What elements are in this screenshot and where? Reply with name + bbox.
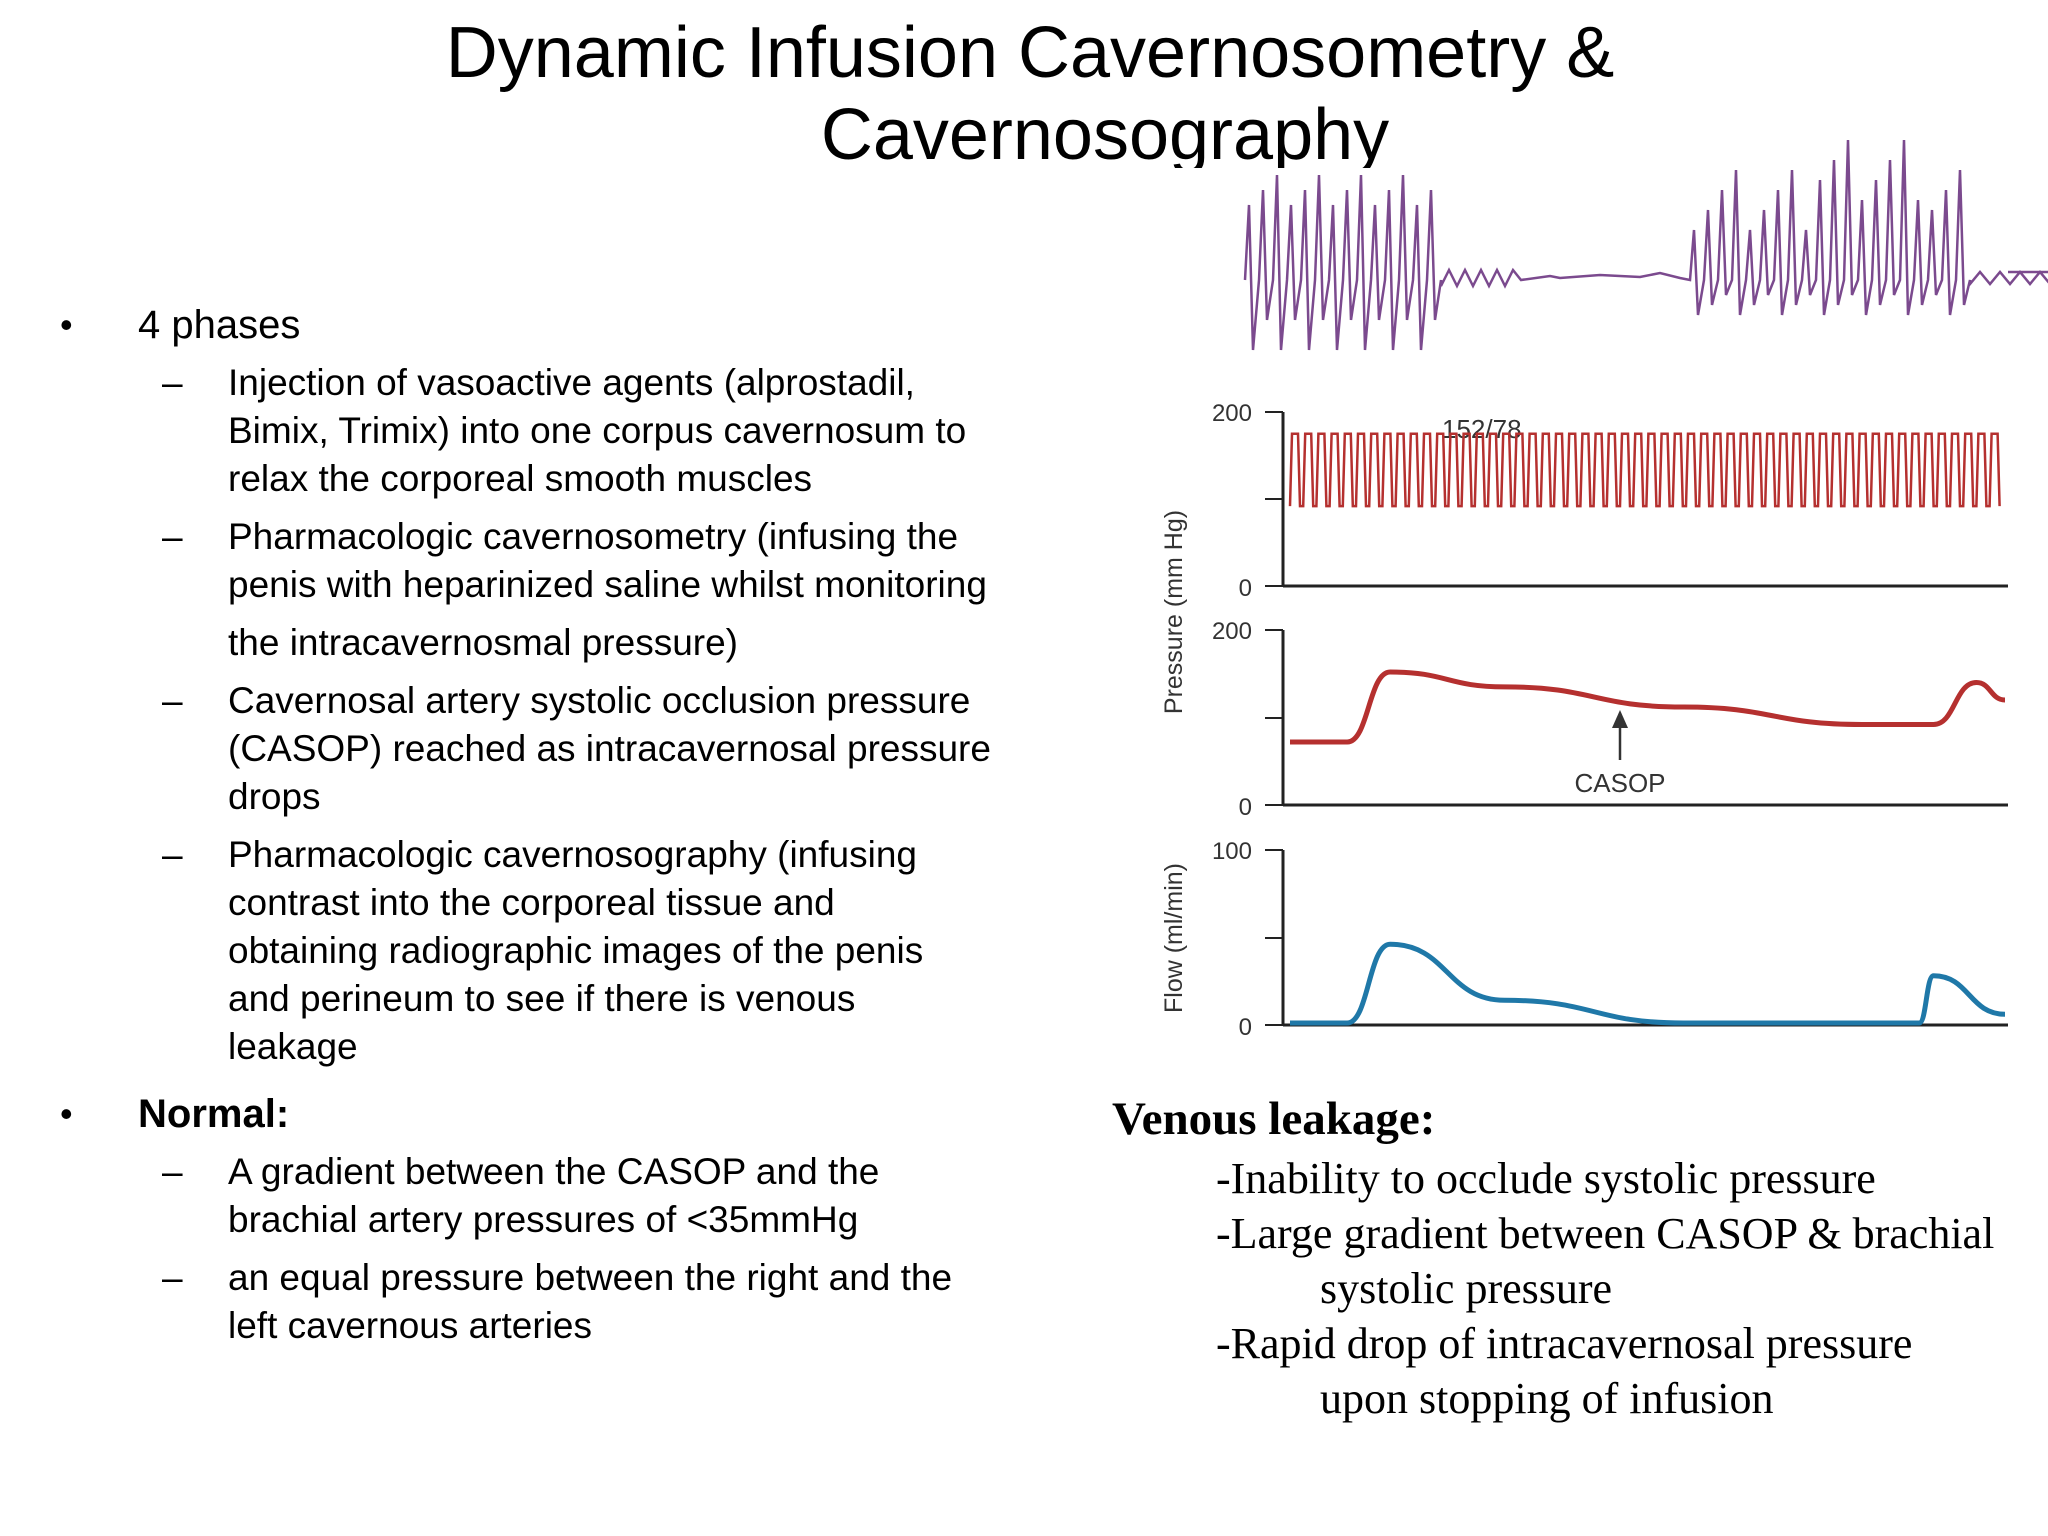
venous-item-continued: upon stopping of infusion — [1320, 1374, 1774, 1423]
line: Pharmacologic cavernosometry (infusing t… — [228, 516, 959, 557]
line: the intracavernosmal pressure) — [228, 622, 738, 663]
line: (CASOP) reached as intracavernosal press… — [228, 728, 991, 769]
flow-axis-label: Flow (ml/min) — [1160, 863, 1188, 1013]
casop-arrow-icon — [1612, 710, 1628, 728]
bullet-list: • 4 phases – Injection of vasoactive age… — [60, 300, 1070, 1350]
normal-list: – A gradient between the CASOP and the b… — [60, 1148, 1070, 1350]
bp-waveform — [1288, 432, 2001, 508]
dash-icon: – — [162, 1257, 183, 1298]
normal-item: – an equal pressure between the right an… — [60, 1254, 1070, 1350]
venous-item: -Inability to occlude systolic pressure — [1216, 1154, 1876, 1203]
phase-item: – Cavernosal artery systolic occlusion p… — [60, 677, 1070, 821]
dash-icon: – — [162, 362, 183, 403]
venous-heading: Venous leakage: — [1112, 1093, 1436, 1145]
bullet-normal: • Normal: — [60, 1089, 1070, 1139]
venous-item: -Rapid drop of intracavernosal pressure — [1216, 1319, 1913, 1368]
venous-item: -Large gradient between CASOP & brachial — [1216, 1209, 1995, 1258]
phase-item: – Pharmacologic cavernosography (infusin… — [60, 831, 1070, 1071]
line: penis with heparinized saline whilst mon… — [228, 564, 987, 605]
pressure-panel-1: 200 0 152/78 — [1212, 400, 2008, 602]
line: an equal pressure between the right and … — [228, 1257, 953, 1298]
dash-icon: – — [162, 1151, 183, 1192]
line: drops — [228, 776, 321, 817]
line: relax the corporeal smooth muscles — [228, 458, 813, 499]
page-title: Dynamic Infusion Cavernosometry & Cavern… — [380, 12, 1680, 168]
flow-panel: 100 0 Flow (ml/min) — [1160, 838, 2008, 1041]
line: and perineum to see if there is venous — [228, 978, 856, 1019]
line: Injection of vasoactive agents (alprosta… — [228, 362, 915, 403]
bullet-dot-icon: • — [60, 1093, 73, 1134]
phase-item: – Injection of vasoactive agents (alpros… — [60, 359, 1070, 503]
pressure-panel-2: 200 0 CASOP — [1212, 618, 2008, 821]
phase-list: – Injection of vasoactive agents (alpros… — [60, 359, 1070, 1071]
line: leakage — [228, 1026, 358, 1067]
title-line-2: Cavernosography — [820, 95, 1390, 168]
venous-leakage-box: Venous leakage: -Inability to occlude sy… — [1112, 1092, 2042, 1426]
dash-icon: – — [162, 516, 183, 557]
venous-item-continued: systolic pressure — [1320, 1264, 1613, 1313]
line: Cavernosal artery systolic occlusion pre… — [228, 680, 971, 721]
line: contrast into the corporeal tissue and — [228, 882, 835, 923]
casop-label: CASOP — [1574, 768, 1665, 798]
bullet-text: 4 phases — [138, 303, 301, 347]
y-tick-label: 200 — [1212, 618, 1252, 645]
line: Bimix, Trimix) into one corpus cavernosu… — [228, 410, 967, 451]
title-area: Dynamic Infusion Cavernosometry & Cavern… — [0, 0, 2048, 168]
flow-line — [1289, 941, 2006, 1026]
title-line-1: Dynamic Infusion Cavernosometry & — [445, 13, 1615, 93]
y-tick-label: 0 — [1239, 794, 1252, 821]
normal-item: – A gradient between the CASOP and the b… — [60, 1148, 1070, 1244]
y-tick-label: 0 — [1239, 1014, 1252, 1041]
dash-icon: – — [162, 680, 183, 721]
phase-item: – Pharmacologic cavernosometry (infusing… — [60, 513, 1070, 667]
waveform-trace — [1243, 139, 2048, 351]
y-tick-label: 0 — [1239, 575, 1252, 602]
pressure-axis-label: Pressure (mm Hg) — [1160, 510, 1188, 714]
y-tick-label: 200 — [1212, 400, 1252, 427]
dash-icon: – — [162, 834, 183, 875]
bullet-text: Normal: — [138, 1092, 290, 1136]
line: left cavernous arteries — [228, 1305, 593, 1346]
line: obtaining radiographic images of the pen… — [228, 930, 924, 971]
intracavernosal-pressure-line — [1289, 669, 2006, 745]
line: brachial artery pressures of <35mmHg — [228, 1199, 859, 1240]
line: A gradient between the CASOP and the — [228, 1151, 880, 1192]
bullet-dot-icon: • — [60, 304, 73, 345]
y-tick-label: 100 — [1212, 838, 1252, 865]
line: Pharmacologic cavernosography (infusing — [228, 834, 917, 875]
bullet-phases: • 4 phases — [60, 300, 1070, 350]
